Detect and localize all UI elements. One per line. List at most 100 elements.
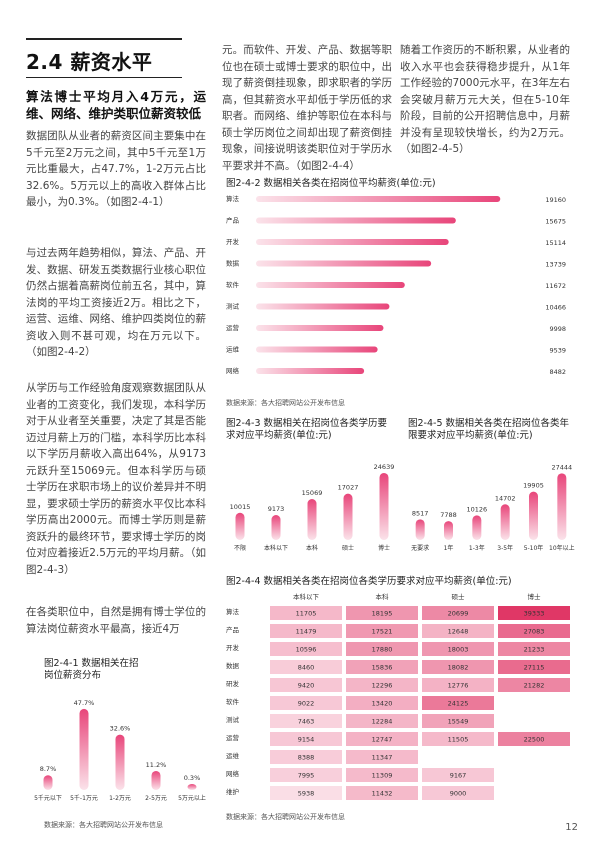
bar-运营 (256, 325, 384, 331)
heatmap-cell (346, 768, 418, 782)
cell-value: 18082 (448, 664, 469, 672)
subtitle: 算法博士平均月入4万元，运维、网络、维护类职位薪资较低 (26, 89, 206, 121)
value-label: 14702 (495, 494, 516, 502)
paragraph-2: 与过去两年趋势相似，算法、产品、开发、数据、研发五类数据行业核心职位仍然占据着高… (26, 247, 206, 358)
heatmap-cell (498, 606, 570, 620)
heatmap-cell (498, 732, 570, 746)
category-label: 本科以下 (264, 544, 288, 552)
cell-value: 12747 (372, 736, 393, 744)
cell-value: 21233 (524, 646, 545, 654)
chart-2-4-3: 10015 不限 9173 本科以下 15069 本科 17027 硕士 24639 博士 (230, 463, 395, 552)
heatmap-cell (270, 750, 342, 764)
value-label: 0.3% (184, 774, 201, 782)
bar-本科 (307, 499, 317, 540)
row-label: 运维 (226, 751, 240, 760)
heatmap-cell (346, 732, 418, 746)
bar-测试 (256, 303, 390, 310)
heatmap-cell (422, 660, 494, 674)
category-label: 数据 (226, 259, 240, 268)
heatmap-cell (346, 660, 418, 674)
row-label: 软件 (226, 697, 240, 706)
source-note-2-4-1: 数据来源：各大招聘网站公开发布信息 (44, 821, 163, 829)
bar-产品 (256, 217, 456, 224)
cell-value: 11505 (448, 736, 469, 744)
bar-5-10年 (529, 491, 538, 540)
bar-1-3年 (472, 515, 482, 540)
heatmap-cell (346, 714, 418, 728)
row-label: 运营 (226, 733, 240, 742)
bar-网络 (256, 368, 365, 374)
bar-运维 (256, 346, 378, 353)
heatmap-cell (422, 642, 494, 656)
value-label: 9998 (549, 325, 566, 333)
bar-5千-1万元 (79, 708, 89, 790)
category-label: 产品 (226, 216, 239, 225)
value-label: 32.6% (110, 725, 131, 733)
cell-value: 9000 (450, 790, 467, 798)
category-label: 不限 (234, 544, 246, 552)
column-header: 本科 (376, 592, 390, 601)
bar-算法 (256, 196, 501, 202)
heatmap-cell (270, 678, 342, 692)
bar-数据 (256, 260, 432, 267)
bar-本科以下 (271, 515, 281, 540)
category-label: 10年以上 (549, 544, 575, 552)
paragraph-3: 从学历与工作经验角度观察数据团队从业者的工资变化，我们发现，本科学历对于从业者至… (26, 382, 206, 576)
cell-value: 9154 (298, 736, 315, 744)
cell-value: 15836 (372, 664, 393, 672)
value-label: 11.2% (146, 761, 167, 769)
heatmap-cell (270, 606, 342, 620)
value-label: 15114 (545, 239, 566, 247)
cell-value: 17880 (372, 646, 393, 654)
cell-value: 24125 (448, 700, 469, 708)
source-note-2-4-4: 数据来源：各大招聘网站公开发布信息 (226, 813, 345, 821)
cell-value: 12296 (372, 682, 393, 690)
value-label: 9539 (549, 347, 566, 355)
value-label: 24639 (374, 463, 395, 471)
paragraph-1: 数据团队从业者的薪资区间主要集中在5千元至2万元之间，其中5千元至1万元比重最大… (26, 130, 206, 208)
heatmap-cell (270, 786, 342, 800)
value-label: 8482 (549, 368, 566, 376)
heatmap-cell (270, 768, 342, 782)
heatmap-cell (270, 732, 342, 746)
value-label: 27444 (551, 463, 572, 471)
heatmap-cell (498, 678, 570, 692)
heatmap-cell (270, 660, 342, 674)
value-label: 11672 (545, 282, 566, 290)
bar-2-5万元 (151, 770, 161, 790)
heatmap-cell (498, 642, 570, 656)
cell-value: 5938 (298, 790, 315, 798)
heatmap-cell (270, 696, 342, 710)
section-title: 2.4 薪资水平 (26, 50, 153, 74)
heatmap-cell (422, 696, 494, 710)
cell-value: 27115 (524, 664, 545, 672)
category-label: 5万元以上 (178, 794, 206, 802)
paragraph-6: 随着工作资历的不断积累，从业者的收入水平也会获得稳步提升，从1年工作经验的700… (400, 44, 570, 155)
bar-开发 (256, 239, 449, 245)
bar-5千元以下 (43, 775, 53, 790)
value-label: 47.7% (74, 699, 95, 707)
heatmap-cell (422, 786, 494, 800)
heatmap-cell (422, 768, 494, 782)
value-label: 7788 (440, 511, 457, 519)
value-label: 19160 (545, 196, 566, 204)
value-label: 8517 (412, 509, 429, 517)
chart-2-4-5-title: 图2-4-5 数据相关各类在招岗位各类年限要求对应平均薪资(单位:元) (408, 418, 570, 441)
bar-软件 (256, 282, 405, 288)
cell-value: 9022 (298, 700, 315, 708)
bar-1年 (444, 521, 453, 540)
section-title-bar: 2.4 薪资水平 (26, 38, 182, 78)
heatmap-cell (346, 678, 418, 692)
cell-value: 12776 (448, 682, 469, 690)
cell-value: 7463 (298, 718, 315, 726)
bar-3-5年 (500, 504, 510, 540)
category-label: 网络 (226, 366, 240, 375)
heatmap-cell (346, 642, 418, 656)
cell-value: 11479 (296, 628, 317, 636)
bar-10年以上 (557, 473, 567, 540)
category-label: 1-3年 (469, 544, 485, 552)
chart-2-4-4-title: 图2-4-4 数据相关各类在招岗位各类学历要求对应平均薪资(单位:元) (226, 576, 512, 587)
category-label: 运维 (226, 345, 240, 354)
category-label: 无要求 (411, 544, 429, 552)
